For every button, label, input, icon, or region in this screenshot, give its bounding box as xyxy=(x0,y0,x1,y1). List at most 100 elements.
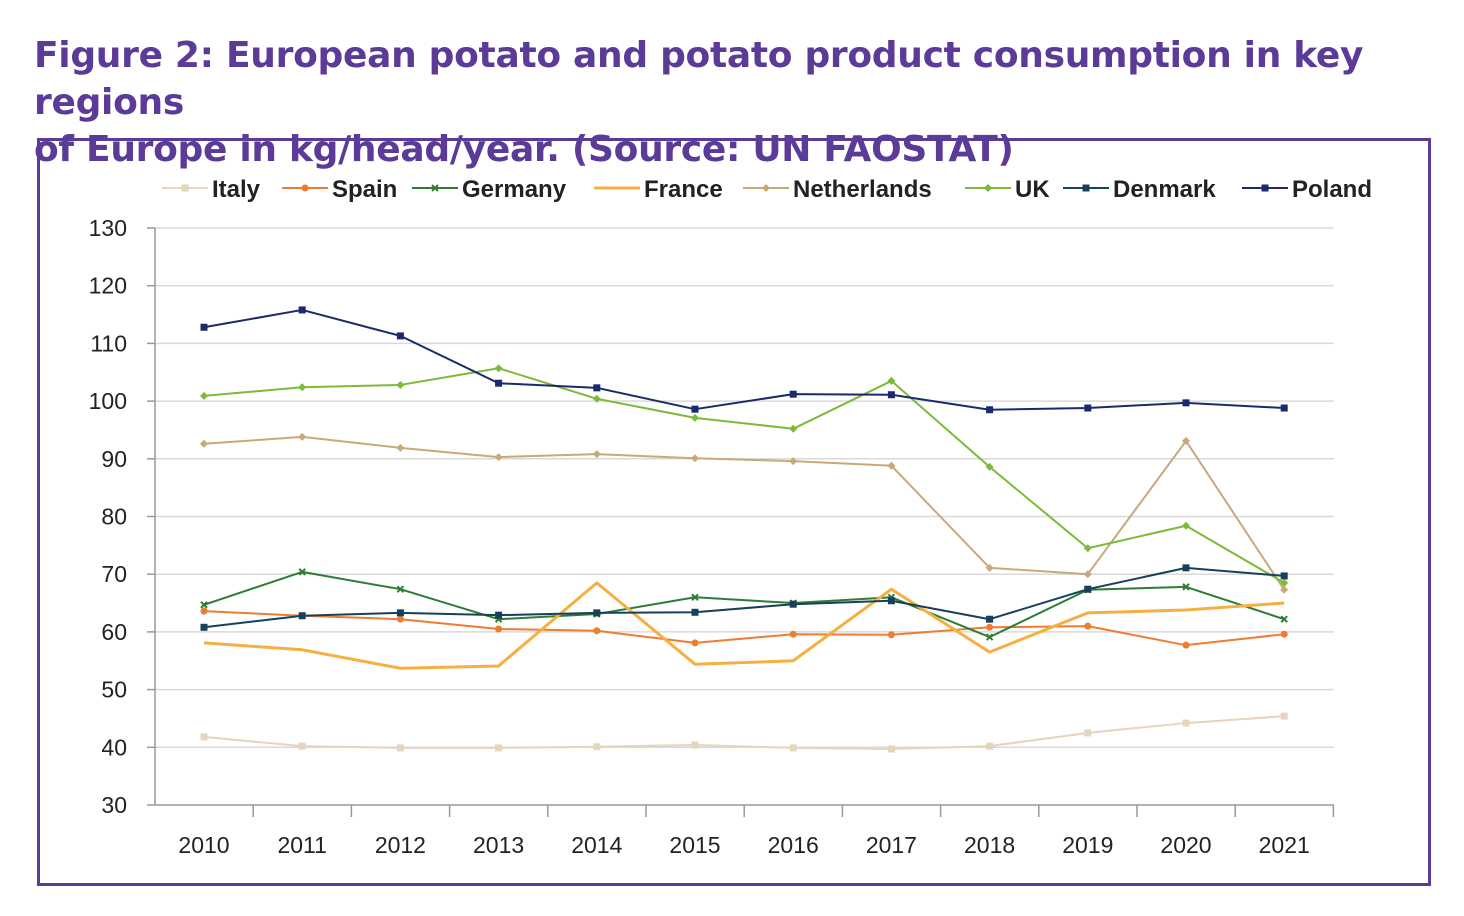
data-point xyxy=(200,623,208,631)
series-line-france xyxy=(203,581,1285,670)
series-germany xyxy=(200,568,1288,641)
data-point xyxy=(985,462,994,471)
data-point xyxy=(762,184,770,192)
chart-frame xyxy=(37,138,1431,886)
x-tick-label: 2019 xyxy=(1062,832,1113,858)
data-point xyxy=(691,593,699,601)
data-point xyxy=(396,443,405,452)
data-point xyxy=(986,615,994,623)
data-point xyxy=(1280,630,1288,638)
data-point xyxy=(396,609,404,617)
data-point xyxy=(985,633,994,641)
series-line-denmark xyxy=(203,566,1285,629)
legend-item-netherlands: Netherlands xyxy=(743,176,932,203)
data-point xyxy=(1182,719,1190,727)
x-tick-label: 2017 xyxy=(866,832,917,858)
data-point xyxy=(887,597,895,605)
data-point xyxy=(396,615,404,623)
data-point xyxy=(1182,641,1190,649)
y-tick-label: 80 xyxy=(101,504,127,530)
data-point xyxy=(298,568,306,576)
series-france xyxy=(203,581,1285,670)
legend-label: Denmark xyxy=(1113,176,1216,203)
y-tick-label: 70 xyxy=(101,561,127,587)
data-point xyxy=(887,631,895,639)
y-tick-label: 30 xyxy=(101,792,127,818)
data-point xyxy=(592,450,601,459)
data-point xyxy=(200,601,208,609)
data-point xyxy=(1182,564,1190,572)
data-point xyxy=(789,390,797,398)
data-point xyxy=(887,376,896,385)
data-point xyxy=(986,623,994,631)
series-line-uk xyxy=(203,367,1285,584)
data-point xyxy=(789,630,797,638)
data-point xyxy=(691,405,699,413)
legend-item-france: France xyxy=(594,176,723,203)
data-point xyxy=(1182,399,1190,407)
data-point xyxy=(691,413,699,422)
legend-item-denmark: Denmark xyxy=(1063,176,1216,203)
series-line-germany xyxy=(203,570,1285,639)
data-point xyxy=(985,563,994,572)
data-point xyxy=(1084,729,1092,737)
y-tick-label: 130 xyxy=(89,215,127,241)
legend-item-uk: UK xyxy=(965,176,1050,203)
y-tick-label: 90 xyxy=(101,446,127,472)
data-point xyxy=(200,323,208,331)
data-point xyxy=(495,625,503,633)
data-point xyxy=(593,384,601,392)
data-point xyxy=(298,742,306,750)
x-tick-label: 2013 xyxy=(473,832,524,858)
data-point xyxy=(1084,585,1092,593)
series-line-italy xyxy=(203,715,1285,751)
x-tick-label: 2011 xyxy=(277,832,326,858)
data-point xyxy=(1280,585,1289,594)
legend-label: Poland xyxy=(1292,176,1372,203)
y-tick-label: 100 xyxy=(89,388,127,414)
data-point xyxy=(984,184,992,192)
data-point xyxy=(396,585,405,593)
data-point xyxy=(396,380,405,389)
data-point xyxy=(1083,544,1092,553)
data-point xyxy=(789,600,797,608)
y-tick-label: 50 xyxy=(101,677,127,703)
y-tick-label: 40 xyxy=(101,734,127,760)
data-point xyxy=(887,461,896,470)
data-point xyxy=(200,439,208,448)
y-tick-label: 120 xyxy=(89,273,127,299)
data-point xyxy=(986,406,994,414)
data-point xyxy=(1280,404,1288,412)
data-point xyxy=(1084,404,1092,412)
y-tick-label: 110 xyxy=(90,330,127,356)
legend-label: UK xyxy=(1015,176,1050,203)
x-tick-label: 2018 xyxy=(964,832,1015,858)
data-point xyxy=(1182,583,1190,591)
data-point xyxy=(1084,622,1092,630)
series-line-spain xyxy=(203,610,1285,647)
data-point xyxy=(593,627,601,635)
legend-label: France xyxy=(644,176,723,203)
data-point xyxy=(789,744,797,752)
legend-label: Germany xyxy=(462,176,567,203)
data-point xyxy=(691,741,699,749)
series-spain xyxy=(200,607,1288,649)
data-point xyxy=(495,379,503,387)
data-point xyxy=(301,184,309,192)
series-italy xyxy=(200,712,1288,753)
series-netherlands xyxy=(200,432,1289,594)
data-point xyxy=(986,742,994,750)
legend-item-spain: Spain xyxy=(282,176,397,203)
series-uk xyxy=(200,364,1289,587)
data-point xyxy=(298,383,307,392)
data-point xyxy=(495,744,503,752)
x-tick-label: 2021 xyxy=(1259,832,1310,858)
data-point xyxy=(494,364,503,373)
data-point xyxy=(494,453,503,462)
data-point xyxy=(691,454,699,463)
data-point xyxy=(181,184,189,192)
data-point xyxy=(298,306,306,314)
series-line-netherlands xyxy=(203,435,1286,591)
x-tick-label: 2020 xyxy=(1160,832,1211,858)
legend-item-poland: Poland xyxy=(1242,176,1372,203)
